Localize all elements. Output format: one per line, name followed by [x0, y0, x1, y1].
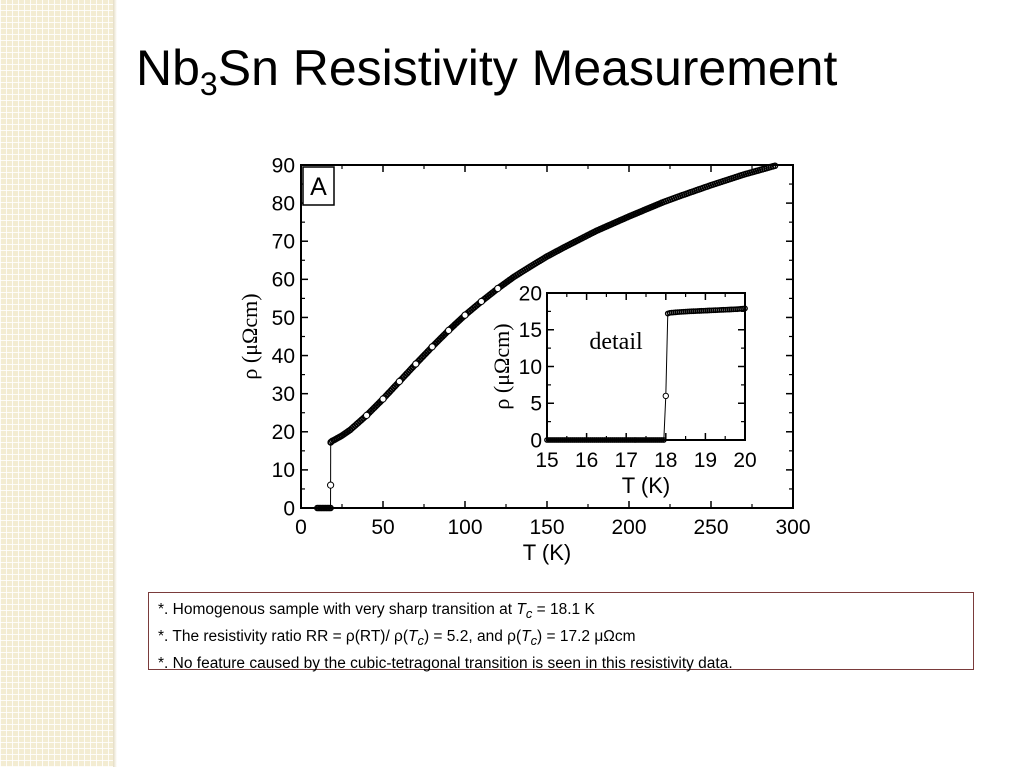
main-xtick-label: 50 [371, 516, 394, 539]
title-rest: Sn Resistivity Measurement [217, 40, 838, 96]
inset-xtick-label: 16 [575, 449, 598, 472]
inset-yaxis-label: ρ (μΩcm) [489, 323, 514, 409]
main-ytick-label: 20 [272, 421, 295, 444]
main-xtick-label: 0 [295, 516, 307, 539]
main-ytick-label: 10 [272, 459, 295, 482]
inset-data-point [658, 437, 665, 443]
inset-xtick-label: 19 [694, 449, 717, 472]
main-xtick-label: 150 [529, 516, 564, 539]
panel-label-text: A [310, 173, 327, 201]
main-ytick-label: 40 [272, 345, 295, 368]
side-strip-shadow [113, 0, 117, 767]
main-data-point-transition [477, 297, 485, 306]
main-ytick-label: 70 [272, 231, 295, 254]
note-1-subscript: c [525, 606, 533, 622]
inset-frame [546, 292, 746, 441]
main-ytick-label: 60 [272, 269, 295, 292]
main-ytick-label: 90 [272, 154, 295, 177]
note-1-symbol: T [516, 601, 526, 618]
inset-data-point-transition [662, 392, 669, 400]
inset-ytick-label: 5 [530, 393, 542, 416]
note-2-suffix: ) = 17.2 μΩcm [537, 628, 636, 646]
main-data-point-transition [494, 284, 502, 293]
inset-xtick-label: 15 [535, 449, 558, 472]
inset-ytick-label: 20 [519, 282, 542, 305]
main-data-point-transition [395, 377, 403, 386]
main-data-point-transition [379, 395, 387, 403]
main-ytick-label: 50 [272, 307, 295, 330]
note-line-3: *. No feature caused by the cubic-tetrag… [158, 655, 733, 673]
main-xtick-label: 300 [775, 516, 810, 539]
main-xaxis-label: T (K) [523, 540, 571, 565]
main-ytick-label: 80 [272, 192, 295, 215]
main-data-point-transition [445, 326, 453, 335]
inset-transition-line [663, 395, 667, 441]
main-data-point-transition [461, 311, 469, 319]
note-1-suffix: = 18.1 K [532, 601, 595, 618]
main-data-point-transition [363, 411, 371, 419]
inset-transition-line [665, 313, 669, 396]
inset-xtick-label: 18 [654, 449, 677, 472]
main-ytick-label: 30 [272, 383, 295, 406]
main-yaxis-label: ρ (μΩcm) [237, 293, 262, 379]
note-line-2: *. The resistivity ratio RR = ρ(RT)/ ρ(T… [158, 625, 973, 652]
note-2-symbol-2: T [521, 628, 531, 646]
inset-ytick-label: 10 [519, 356, 542, 379]
main-data-point [327, 504, 334, 512]
note-2-prefix: *. The resistivity ratio RR = ρ(RT)/ ρ( [158, 628, 409, 646]
inset-ytick-label: 15 [519, 319, 542, 342]
inset-data-point [742, 305, 748, 312]
note-2-symbol: T [408, 628, 418, 646]
inset-xaxis-label: T (K) [622, 473, 670, 498]
note-2-subscript: c [417, 633, 424, 649]
inset-ytick-label: 0 [530, 429, 542, 452]
main-data-point-transition [327, 481, 335, 489]
note-line-1: *. Homogenous sample with very sharp tra… [158, 598, 973, 625]
title-main: Nb [136, 40, 200, 96]
note-2-mid: ) = 5.2, and ρ( [423, 628, 522, 646]
inset-xtick-label: 20 [733, 449, 756, 472]
inset-xtick-label: 17 [615, 449, 638, 472]
decorative-side-strip [0, 0, 113, 767]
notes-box: *. Homogenous sample with very sharp tra… [148, 592, 974, 672]
main-data-point-transition [412, 360, 420, 368]
inset-detail-label: detail [589, 329, 643, 355]
title-subscript: 3 [199, 66, 218, 102]
slide-title: Nb3Sn Resistivity Measurement [136, 38, 838, 100]
panel-label-box [302, 166, 335, 206]
main-data-point-transition [428, 343, 436, 351]
main-data-point [771, 162, 779, 170]
main-xtick-label: 200 [611, 516, 646, 539]
note-2-subscript-2: c [530, 633, 538, 649]
main-xtick-label: 100 [447, 516, 482, 539]
main-xtick-label: 250 [693, 516, 728, 539]
inset-data-point [660, 437, 667, 443]
note-1-prefix: *. Homogenous sample with very sharp tra… [158, 601, 517, 618]
main-ytick-label: 0 [283, 497, 295, 520]
